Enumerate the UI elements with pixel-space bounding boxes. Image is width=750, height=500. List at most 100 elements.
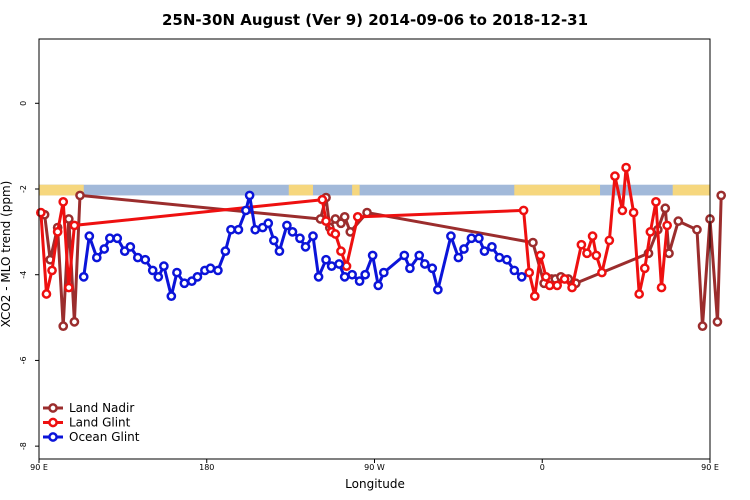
ocean-glint-point	[112, 233, 123, 244]
land-glint-point	[621, 162, 631, 173]
land-nadir-point	[716, 190, 727, 201]
ocean-glint-point	[166, 291, 177, 301]
ocean-glint-point	[263, 218, 274, 229]
ocean-glint-point	[321, 254, 331, 265]
land-segment	[514, 184, 601, 196]
ocean-glint-point	[334, 259, 344, 269]
ocean-glint-point	[78, 272, 89, 282]
x-tick-label: 180	[199, 463, 214, 472]
y-axis-label: XCO2 - MLO trend (ppm)	[0, 181, 13, 328]
ocean-glint-point	[479, 246, 490, 256]
land-glint-point	[559, 274, 570, 284]
ocean-glint-point	[233, 224, 244, 235]
ocean-glint-point	[433, 284, 443, 295]
land-glint-point	[41, 289, 52, 299]
axis-layer: 90 E 180 90 W 0 90 E 0 -2 -4 -6 -8	[19, 101, 719, 472]
land-nadir-point	[75, 190, 85, 201]
land-glint-point	[330, 229, 341, 239]
y-tick-label: -6	[19, 356, 28, 364]
land-glint-point	[651, 197, 661, 207]
ocean-glint-point	[104, 233, 115, 244]
land-nadir-point	[692, 224, 702, 235]
y-tick-label: -8	[19, 442, 28, 450]
land-glint-point	[628, 207, 639, 218]
land-segment	[288, 184, 313, 196]
ocean-glint-point	[378, 267, 389, 278]
land-glint-point	[639, 263, 650, 274]
ocean-glint-point	[282, 220, 292, 231]
ocean-glint-point	[509, 265, 520, 276]
ocean-glint-point	[487, 242, 497, 252]
ocean-glint-point	[140, 254, 151, 265]
ocean-glint-point	[405, 263, 415, 274]
land-segment	[672, 184, 710, 196]
ocean-glint-point	[419, 259, 430, 269]
land-glint-point	[63, 282, 74, 293]
ocean-glint-point	[179, 278, 190, 289]
chart-title: 25N-30N August (Ver 9) 2014-09-06 to 201…	[162, 11, 588, 29]
ocean-glint-point	[516, 272, 527, 282]
land-nadir-point	[69, 317, 80, 327]
land-glint-point	[617, 205, 628, 216]
ocean-glint-point	[501, 254, 512, 265]
ocean-glint-point	[220, 246, 231, 256]
ocean-glint-point	[354, 276, 365, 286]
land-glint-point	[52, 227, 63, 237]
ocean-glint-point	[226, 224, 236, 235]
ocean-glint-point	[159, 261, 169, 271]
land-glint-point	[58, 197, 69, 207]
ocean-glint-point	[399, 250, 410, 261]
ocean-glint-point	[241, 205, 251, 216]
x-tick-label: 90 W	[364, 463, 385, 472]
ocean-glint-point	[474, 233, 484, 244]
ocean-glint-point	[373, 280, 384, 291]
land-nadir-point	[697, 321, 708, 331]
x-tick-label: 0	[540, 463, 545, 472]
ocean-glint-point	[446, 231, 456, 241]
land-glint-point	[591, 250, 602, 261]
ocean-glint-point	[274, 246, 285, 256]
land-glint-point	[529, 291, 540, 301]
legend-label-land-nadir: Land Nadir	[69, 401, 134, 415]
ocean-glint-point	[84, 231, 95, 241]
ocean-glint-point	[295, 233, 305, 244]
land-glint-point	[321, 216, 331, 226]
x-tick-label: 90 E	[30, 463, 48, 472]
series-layer	[36, 162, 727, 331]
land-glint-point	[610, 171, 620, 181]
land-ocean-mask	[39, 184, 710, 196]
ocean-glint-point	[192, 272, 203, 282]
ocean-glint-point	[172, 267, 182, 278]
ocean-glint-point	[466, 233, 477, 244]
land-glint-point	[645, 227, 656, 237]
ocean-glint-point	[360, 269, 371, 280]
ocean-glint-point	[125, 242, 136, 252]
y-tick-label: -4	[19, 271, 28, 279]
ocean-glint-point	[326, 261, 337, 271]
land-nadir-point	[660, 203, 671, 214]
ocean-band	[39, 184, 710, 196]
land-nadir-point	[339, 212, 350, 222]
ocean-glint-point	[367, 250, 378, 261]
land-nadir-point	[712, 317, 723, 327]
x-axis-label: Longitude	[345, 477, 405, 491]
y-tick-label: 0	[19, 101, 28, 106]
land-nadir-point	[664, 248, 674, 259]
ocean-glint-point	[99, 244, 110, 254]
ocean-glint-point	[287, 227, 298, 237]
legend-label-ocean-glint: Ocean Glint	[69, 430, 140, 444]
ocean-glint-point	[244, 190, 255, 201]
land-glint-point	[597, 267, 607, 278]
ocean-glint-point	[213, 265, 223, 276]
land-nadir-point	[58, 321, 69, 331]
land-glint-point	[552, 280, 563, 291]
legend-marker-land-glint	[48, 417, 58, 428]
ocean-glint-point	[205, 263, 216, 274]
ocean-glint-point	[91, 252, 102, 263]
legend-label-land-glint: Land Glint	[69, 416, 131, 430]
land-glint-point	[541, 272, 551, 282]
plot-frame	[38, 38, 711, 460]
land-glint-point	[317, 194, 328, 205]
land-glint-point	[341, 261, 352, 271]
